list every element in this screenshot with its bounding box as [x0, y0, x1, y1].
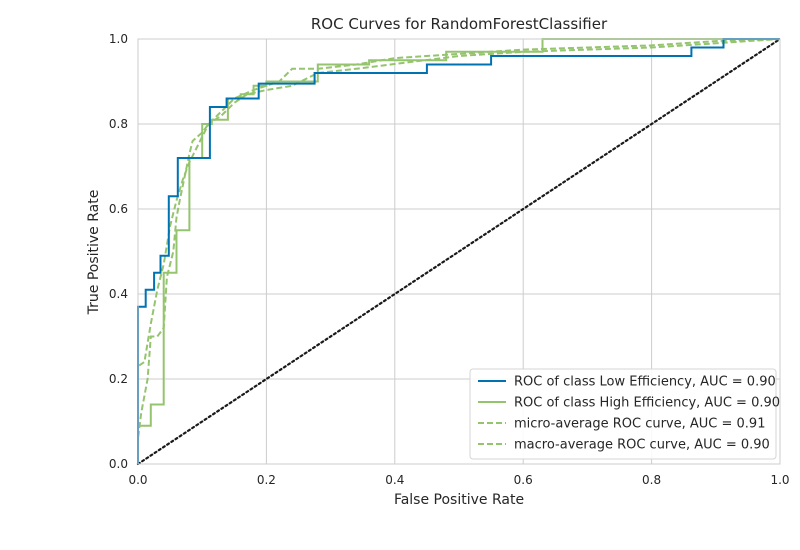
gridlines — [137, 38, 781, 465]
plot-frame — [137, 38, 781, 465]
legend: ROC of class Low Efficiency, AUC = 0.90 R… — [469, 368, 780, 460]
x-tick-label: 0.4 — [385, 473, 404, 487]
y-tick-label: 0.2 — [109, 372, 128, 386]
x-tick-label: 1.0 — [770, 473, 789, 487]
legend-label: ROC of class High Efficiency, AUC = 0.90 — [514, 396, 780, 411]
series-line-3 — [137, 38, 781, 464]
series-line-2 — [137, 38, 781, 464]
y-tick-label: 0.4 — [109, 287, 128, 301]
y-tick-label: 0.6 — [109, 202, 128, 216]
y-axis-label: True Positive Rate — [86, 190, 102, 316]
y-tick-label: 0.8 — [109, 117, 128, 131]
y-tick-label: 1.0 — [109, 32, 128, 46]
legend-box — [469, 368, 777, 460]
x-tick-label: 0.6 — [514, 473, 533, 487]
legend-label: micro-average ROC curve, AUC = 0.91 — [514, 417, 765, 432]
legend-label: macro-average ROC curve, AUC = 0.90 — [514, 438, 770, 453]
tick-labels: 0.0 0.2 0.4 0.6 0.8 1.0 0.0 0.2 0.4 0.6 0.8 1.0 — [109, 32, 790, 487]
y-tick-label: 0.0 — [109, 457, 128, 471]
diagonal-reference-line — [136, 37, 782, 466]
series-layer — [136, 37, 782, 466]
x-tick-label: 0.2 — [257, 473, 276, 487]
series-line-0 — [137, 38, 780, 464]
x-tick-label: 0.0 — [128, 473, 147, 487]
x-axis-label: False Positive Rate — [394, 492, 524, 508]
x-tick-label: 0.8 — [642, 473, 661, 487]
legend-label: ROC of class Low Efficiency, AUC = 0.90 — [514, 375, 776, 390]
chart-title: ROC Curves for RandomForestClassifier — [311, 15, 608, 33]
